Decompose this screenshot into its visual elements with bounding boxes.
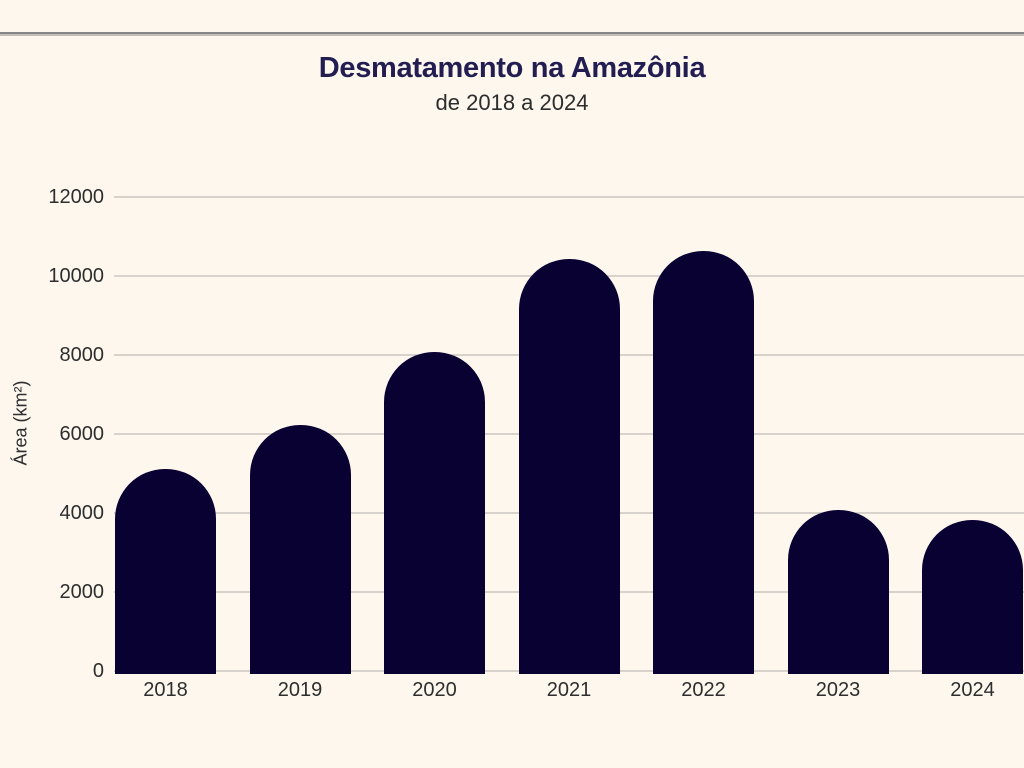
bar-2019	[249, 425, 351, 674]
x-tick-label-2018: 2018	[143, 679, 188, 701]
y-tick-label-10000: 10000	[48, 265, 104, 287]
x-tick-label-2022: 2022	[681, 679, 726, 701]
x-tick-label-2023: 2023	[815, 679, 861, 701]
bar-2021	[518, 259, 620, 674]
y-tick-label-6000: 6000	[59, 423, 105, 445]
x-axis-tick-labels: 2018 2019 2020 2021 2022 2023 2024	[114, 679, 1024, 702]
plot-area	[114, 196, 1024, 674]
bar-series	[114, 196, 1024, 674]
x-tick-label-2021: 2021	[546, 679, 592, 701]
bar-2024	[922, 519, 1023, 674]
y-axis-tick-labels: 0 2000 4000 6000 8000 10000 12000	[0, 0, 104, 768]
bar-2018	[115, 468, 216, 674]
bar-2020	[384, 352, 485, 674]
y-tick-label-8000: 8000	[59, 344, 105, 366]
y-tick-label-2000: 2000	[59, 581, 105, 603]
x-tick-label-2024: 2024	[950, 679, 995, 701]
y-tick-label-0: 0	[92, 660, 104, 682]
y-tick-label-4000: 4000	[59, 502, 105, 524]
gridline-12000	[114, 196, 1024, 198]
chart-title: Desmatamento na Amazônia	[318, 52, 706, 84]
top-divider-line	[0, 32, 1024, 36]
x-tick-label-2019: 2019	[277, 679, 323, 701]
chart-subtitle: de 2018 a 2024	[435, 90, 589, 115]
chart-header: Desmatamento na Amazônia de 2018 a 2024	[0, 52, 1024, 116]
y-tick-label-12000: 12000	[48, 186, 104, 208]
bar-2022	[653, 251, 754, 674]
x-tick-label-2020: 2020	[412, 679, 457, 701]
bar-2023	[787, 510, 889, 674]
